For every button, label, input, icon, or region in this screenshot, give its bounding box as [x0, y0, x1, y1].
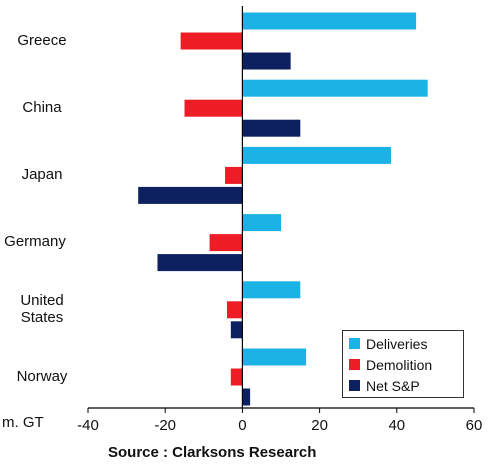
legend-item-net-sp: Net S&P [349, 375, 463, 396]
bar-net-s-p-japan [138, 186, 243, 204]
bar-demolition-united-states [226, 301, 243, 319]
category-label-line: Greece [17, 31, 67, 49]
legend-item-deliveries: Deliveries [349, 333, 463, 354]
x-tick-label-2: 0 [238, 417, 246, 434]
bar-deliveries-japan [242, 146, 392, 164]
bar-deliveries-united-states [242, 281, 301, 299]
bar-deliveries-norway [242, 348, 307, 366]
category-label-line: China [22, 98, 62, 116]
bar-demolition-norway [230, 368, 243, 386]
category-label-line: Germany [4, 233, 66, 251]
legend-label-net-sp: Net S&P [366, 377, 420, 394]
x-tick-label-5: 60 [466, 417, 483, 434]
x-tick-label-4: 40 [388, 417, 405, 434]
bar-net-s-p-china [242, 119, 301, 137]
category-label-norway: Norway [2, 368, 82, 385]
bar-deliveries-china [242, 79, 428, 97]
legend-label-deliveries: Deliveries [366, 335, 428, 352]
category-label-line: Japan [21, 165, 63, 183]
x-tick-label-1: -20 [154, 417, 176, 434]
bar-demolition-greece [180, 32, 243, 50]
legend-swatch-deliveries [349, 338, 360, 349]
unit-label: m. GT [2, 414, 44, 431]
legend-swatch-demolition [349, 359, 360, 370]
source-note: Source : Clarksons Research [108, 444, 317, 461]
bar-net-s-p-united-states [230, 321, 243, 339]
legend-swatch-net-sp [349, 380, 360, 391]
category-label-line: Norway [16, 367, 68, 385]
bar-demolition-china [184, 99, 243, 117]
category-label-line: States [20, 308, 64, 326]
bar-deliveries-germany [242, 214, 281, 232]
bar-net-s-p-greece [242, 52, 291, 70]
category-label-china: China [2, 99, 82, 116]
category-label-greece: Greece [2, 32, 82, 49]
bar-demolition-japan [225, 166, 243, 184]
category-label-line: United [20, 291, 64, 309]
bar-demolition-germany [209, 234, 243, 252]
category-label-united-states: United States [2, 292, 82, 326]
legend-label-demolition: Demolition [366, 356, 433, 373]
category-label-japan: Japan [2, 166, 82, 183]
x-tick-label-3: 20 [311, 417, 328, 434]
bar-net-s-p-germany [157, 254, 243, 272]
bar-net-s-p-norway [242, 388, 251, 406]
legend-item-demolition: Demolition [349, 354, 463, 375]
category-label-germany: Germany [0, 233, 75, 250]
legend: Deliveries Demolition Net S&P [342, 330, 464, 398]
bar-deliveries-greece [242, 12, 417, 30]
x-tick-label-0: -40 [77, 417, 99, 434]
